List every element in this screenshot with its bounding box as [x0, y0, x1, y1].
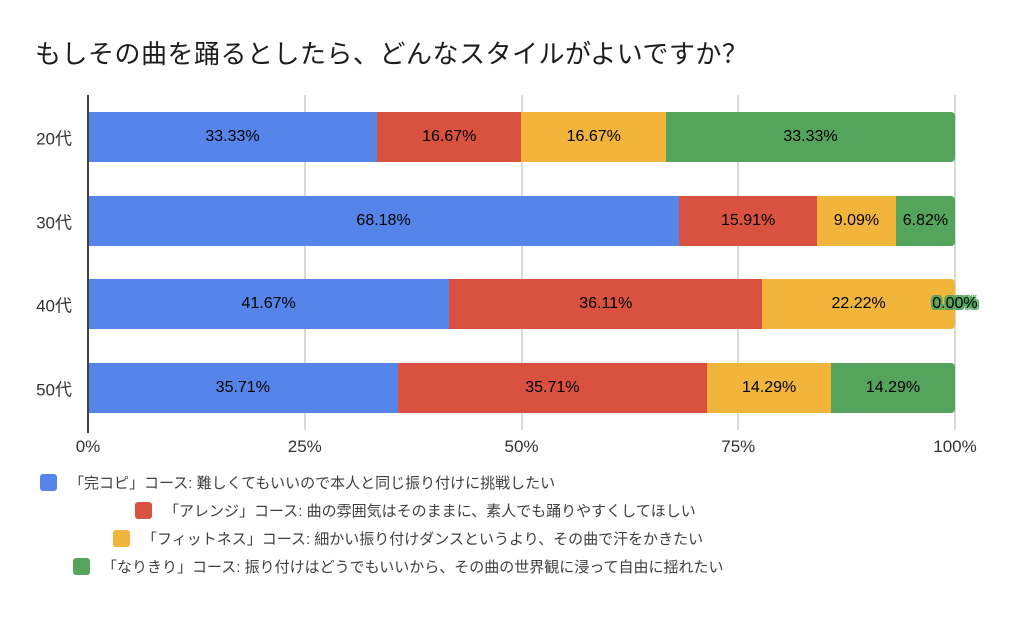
bar-segment-label: 41.67%: [241, 295, 296, 313]
bar-segment: 9.09%: [817, 195, 896, 246]
bar-segment-label: 16.67%: [566, 127, 621, 145]
bar-segment-label: 15.91%: [720, 211, 776, 229]
legend-color-swatch: [113, 529, 130, 547]
legend-color-swatch: [73, 557, 90, 575]
plot-area: 33.33% 16.67% 16.67% 33.33% 68.18% 15.91% 9.09…: [36, 95, 978, 433]
y-axis-line: [87, 95, 89, 433]
bar-segment: 14.29%: [831, 363, 955, 414]
bar-segment: 15.91%: [679, 195, 818, 246]
bar-segment: 36.11%: [449, 279, 763, 330]
legend-item-label: 「フィットネス」コース: 細かい振り付けダンスというより、その曲で汗をかきたい: [142, 530, 704, 548]
legend-color-swatch: [135, 501, 152, 519]
y-axis-label: 50代: [36, 380, 72, 400]
bar-segment-label: 35.71%: [525, 379, 580, 397]
bar-segment: 16.67%: [376, 111, 522, 162]
bar-segment: 22.22%: [762, 279, 955, 330]
x-axis-tick-label: 75%: [721, 437, 756, 456]
bar-row: 35.71% 35.71% 14.29% 14.29%: [88, 363, 955, 414]
bar-segment: 16.67%: [521, 111, 666, 162]
bar-segment: 35.71%: [88, 363, 398, 414]
bar-segment-label: 68.18%: [356, 211, 411, 229]
legend-item: 「なりきり」コース: 振り付けはどうでもいいから、その曲の世界観に浸って自由に揺…: [73, 552, 995, 580]
y-axis-label: 20代: [36, 129, 72, 149]
legend-item: 「フィットネス」コース: 細かい振り付けダンスというより、その曲で汗をかきたい: [113, 524, 995, 552]
bar-segment: 6.82%: [895, 195, 955, 246]
legend-color-swatch: [40, 473, 57, 491]
bar-row: 68.18% 15.91% 9.09% 6.82%: [88, 195, 955, 246]
bar-segment: 33.33%: [88, 111, 377, 162]
bar-row: 33.33% 16.67% 16.67% 33.33%: [88, 111, 955, 162]
legend-item: 「完コピ」コース: 難しくてもいいので本人と同じ振り付けに挑戦したい: [40, 468, 995, 496]
legend: 「完コピ」コース: 難しくてもいいので本人と同じ振り付けに挑戦したい「アレンジ」…: [35, 468, 995, 580]
bar-segment-label: 33.33%: [783, 127, 838, 145]
legend-item: 「アレンジ」コース: 曲の雰囲気はそのままに、素人でも踊りやすくしてほしい: [135, 496, 995, 524]
bar-segment-label: 36.11%: [579, 295, 633, 313]
legend-item-label: 「完コピ」コース: 難しくてもいいので本人と同じ振り付けに挑戦したい: [69, 474, 556, 492]
bar-rows: 33.33% 16.67% 16.67% 33.33% 68.18% 15.91% 9.09…: [88, 95, 978, 430]
gridline: [520, 95, 523, 430]
bar-segment-label: 6.82%: [902, 211, 949, 229]
bar-segment: 68.18%: [88, 195, 680, 246]
y-axis-label: 30代: [36, 213, 72, 233]
bar-row: 41.67% 36.11% 22.22% 0.00%: [88, 279, 978, 330]
bar-segment: 35.71%: [397, 363, 708, 414]
y-axis-label: 40代: [36, 296, 72, 316]
legend-item-label: 「アレンジ」コース: 曲の雰囲気はそのままに、素人でも踊りやすくしてほしい: [164, 502, 696, 520]
x-axis-tick-label: 50%: [504, 437, 539, 456]
bar-segment: 41.67%: [88, 279, 450, 330]
bar-segment: 33.33%: [666, 111, 955, 162]
bar-segment-label: 16.67%: [422, 127, 477, 145]
x-axis-tick-label: 25%: [287, 437, 322, 456]
bar-segment: 14.29%: [707, 363, 832, 414]
bar-segment-label: 9.09%: [833, 211, 880, 229]
gridline: [954, 95, 956, 430]
x-axis-tick-label: 100%: [933, 437, 977, 456]
bar-segment-label: 14.29%: [741, 379, 797, 397]
bar-segment-label: 35.71%: [215, 379, 270, 397]
chart-title: もしその曲を踊るとしたら、どんなスタイルがよいですか？: [35, 39, 749, 69]
bar-segment-label: 33.33%: [205, 127, 260, 145]
x-axis-labels: 0% 25% 50% 75% 100%: [76, 437, 977, 463]
gridline: [303, 95, 306, 430]
bar-segment-label: 0.00%: [932, 295, 978, 313]
bar-segment-label: 14.29%: [865, 379, 921, 397]
x-axis-tick-label: 0%: [75, 437, 101, 456]
bar-segment-label: 22.22%: [831, 295, 886, 313]
gridline: [737, 95, 740, 430]
legend-item-label: 「なりきり」コース: 振り付けはどうでもいいから、その曲の世界観に浸って自由に揺…: [102, 558, 724, 576]
